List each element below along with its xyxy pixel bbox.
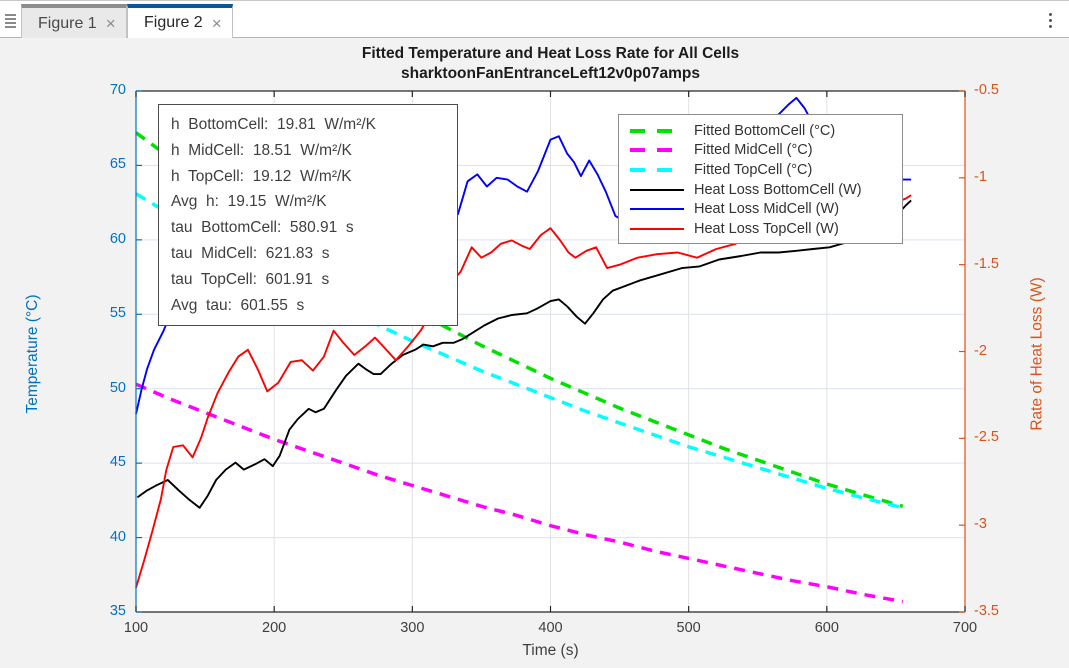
legend-line-sample xyxy=(630,188,684,191)
legend-entry: Heat Loss TopCell (W) xyxy=(629,219,902,239)
legend-line-sample xyxy=(630,227,684,230)
tab-figure-1[interactable]: Figure 1 × xyxy=(21,4,127,39)
legend-entry-label: Heat Loss TopCell (W) xyxy=(694,220,839,237)
annotation-box: h BottomCell: 19.81 W/m²/K h MidCell: 18.… xyxy=(158,104,458,326)
tab-figure-2[interactable]: Figure 2 × xyxy=(127,4,233,39)
x-tick-label: 200 xyxy=(262,620,287,636)
x-tick-label: 600 xyxy=(814,620,839,636)
series-fitted-midcell-c- xyxy=(135,382,904,604)
legend-box: Fitted BottomCell (°C) Fitted MidCell (°C… xyxy=(618,114,903,244)
legend-entry: Heat Loss BottomCell (W) xyxy=(629,180,902,200)
legend-entry: Fitted MidCell (°C) xyxy=(629,141,902,161)
annotation-line: h TopCell: 19.12 W/m²/K xyxy=(171,167,352,185)
kebab-menu-icon[interactable] xyxy=(1043,10,1057,30)
y-right-tick-label: -1 xyxy=(974,168,987,185)
y-right-tick-label: -0.5 xyxy=(974,82,999,98)
y-left-tick-label: 60 xyxy=(109,230,126,247)
tab-figure-2-close-icon[interactable]: × xyxy=(211,13,222,33)
x-tick-label: 300 xyxy=(400,620,425,636)
legend-entry: Heat Loss MidCell (W) xyxy=(629,199,902,219)
legend-line-sample xyxy=(630,148,684,153)
figure-canvas[interactable]: Fitted Temperature and Heat Loss Rate fo… xyxy=(0,38,1069,668)
y-right-tick-label: -2.5 xyxy=(974,429,999,446)
legend-line-sample xyxy=(630,208,684,211)
y-left-tick-label: 65 xyxy=(109,156,126,173)
tab-figure-1-label: Figure 1 xyxy=(38,14,97,32)
annotation-line: Avg h: 19.15 W/m²/K xyxy=(171,193,327,211)
annotation-line: h MidCell: 18.51 W/m²/K xyxy=(171,141,352,159)
legend-entry-label: Fitted TopCell (°C) xyxy=(694,161,813,178)
legend-entry-label: Fitted BottomCell (°C) xyxy=(694,122,836,139)
x-tick-label: 500 xyxy=(676,620,701,636)
x-tick-label: 100 xyxy=(123,620,149,636)
tab-figure-1-close-icon[interactable]: × xyxy=(105,14,116,33)
figure-tab-bar: Figure 1 × Figure 2 × xyxy=(0,0,1069,39)
legend-entry-label: Fitted MidCell (°C) xyxy=(694,142,813,159)
y-right-tick-label: -3.5 xyxy=(974,603,999,619)
plot-title-line2: sharktoonFanEntranceLeft12v0p07amps xyxy=(401,65,700,82)
legend-line-sample xyxy=(630,128,684,133)
legend-entry-label: Heat Loss BottomCell (W) xyxy=(694,181,862,198)
legend-entry: Fitted TopCell (°C) xyxy=(629,160,902,180)
legend-entry-label: Heat Loss MidCell (W) xyxy=(694,201,840,218)
y-left-tick-label: 55 xyxy=(109,305,126,322)
x-tick-label: 700 xyxy=(952,620,978,636)
y-right-tick-label: -1.5 xyxy=(974,255,999,272)
y-left-tick-label: 35 xyxy=(109,603,126,619)
tab-figure-2-label: Figure 2 xyxy=(144,14,203,31)
plot-title: Fitted Temperature and Heat Loss Rate fo… xyxy=(0,44,1069,84)
y-left-tick-label: 45 xyxy=(109,454,126,471)
series-heat-loss-bottomcell-w- xyxy=(136,199,912,509)
y-right-tick-label: -2 xyxy=(974,342,987,359)
legend-line-sample xyxy=(630,167,684,172)
series-fitted-topcell-c- xyxy=(135,192,904,510)
y-left-tick-label: 50 xyxy=(109,379,126,396)
annotation-line: Avg tau: 601.55 s xyxy=(171,296,305,314)
annotation-line: tau BottomCell: 580.91 s xyxy=(171,219,354,237)
annotation-line: tau MidCell: 621.83 s xyxy=(171,244,330,262)
y-left-tick-label: 70 xyxy=(109,82,126,98)
y-left-tick-label: 40 xyxy=(109,528,126,545)
tab-list-icon[interactable] xyxy=(5,12,17,28)
y-right-tick-label: -3 xyxy=(974,516,987,533)
x-tick-label: 400 xyxy=(538,620,563,636)
plot-title-line1: Fitted Temperature and Heat Loss Rate fo… xyxy=(361,45,740,62)
x-axis-label: Time (s) xyxy=(522,642,579,659)
annotation-line: tau TopCell: 601.91 s xyxy=(171,270,330,288)
annotation-line: h BottomCell: 19.81 W/m²/K xyxy=(171,116,377,133)
legend-entry: Fitted BottomCell (°C) xyxy=(629,121,902,141)
